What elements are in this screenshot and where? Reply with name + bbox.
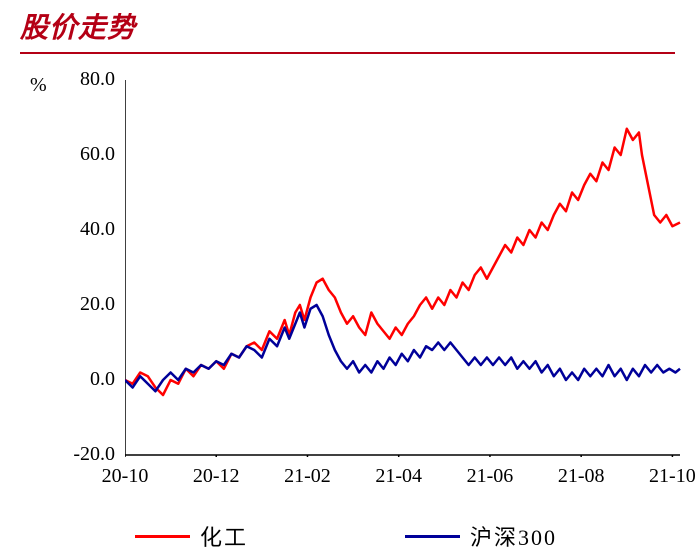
x-tick-label: 21-06 bbox=[467, 465, 514, 488]
x-tick-label: 21-04 bbox=[375, 465, 422, 488]
y-axis-unit: % bbox=[30, 74, 47, 97]
legend-label: 沪深300 bbox=[470, 520, 557, 552]
legend-label: 化工 bbox=[200, 520, 248, 552]
x-tick-label: 21-08 bbox=[558, 465, 605, 488]
chart-container: { "title": "股价走势", "chart": { "type": "l… bbox=[0, 0, 700, 557]
y-tick-label: -20.0 bbox=[55, 443, 115, 466]
y-tick-label: 40.0 bbox=[55, 218, 115, 241]
x-tick-label: 21-02 bbox=[284, 465, 331, 488]
line-chart bbox=[125, 80, 682, 457]
title-underline bbox=[20, 52, 675, 54]
legend-swatch bbox=[405, 535, 460, 538]
series-line bbox=[125, 305, 680, 391]
legend-swatch bbox=[135, 535, 190, 538]
chart-title: 股价走势 bbox=[20, 6, 675, 46]
x-tick-label: 20-12 bbox=[193, 465, 240, 488]
legend-item: 沪深300 bbox=[405, 520, 557, 552]
y-tick-label: 80.0 bbox=[55, 68, 115, 91]
legend-item: 化工 bbox=[135, 520, 248, 552]
y-tick-label: 20.0 bbox=[55, 293, 115, 316]
y-tick-label: 60.0 bbox=[55, 143, 115, 166]
y-tick-label: 0.0 bbox=[55, 368, 115, 391]
x-tick-label: 20-10 bbox=[102, 465, 149, 488]
x-tick-label: 21-10 bbox=[649, 465, 696, 488]
chart-title-row: 股价走势 bbox=[20, 6, 675, 54]
